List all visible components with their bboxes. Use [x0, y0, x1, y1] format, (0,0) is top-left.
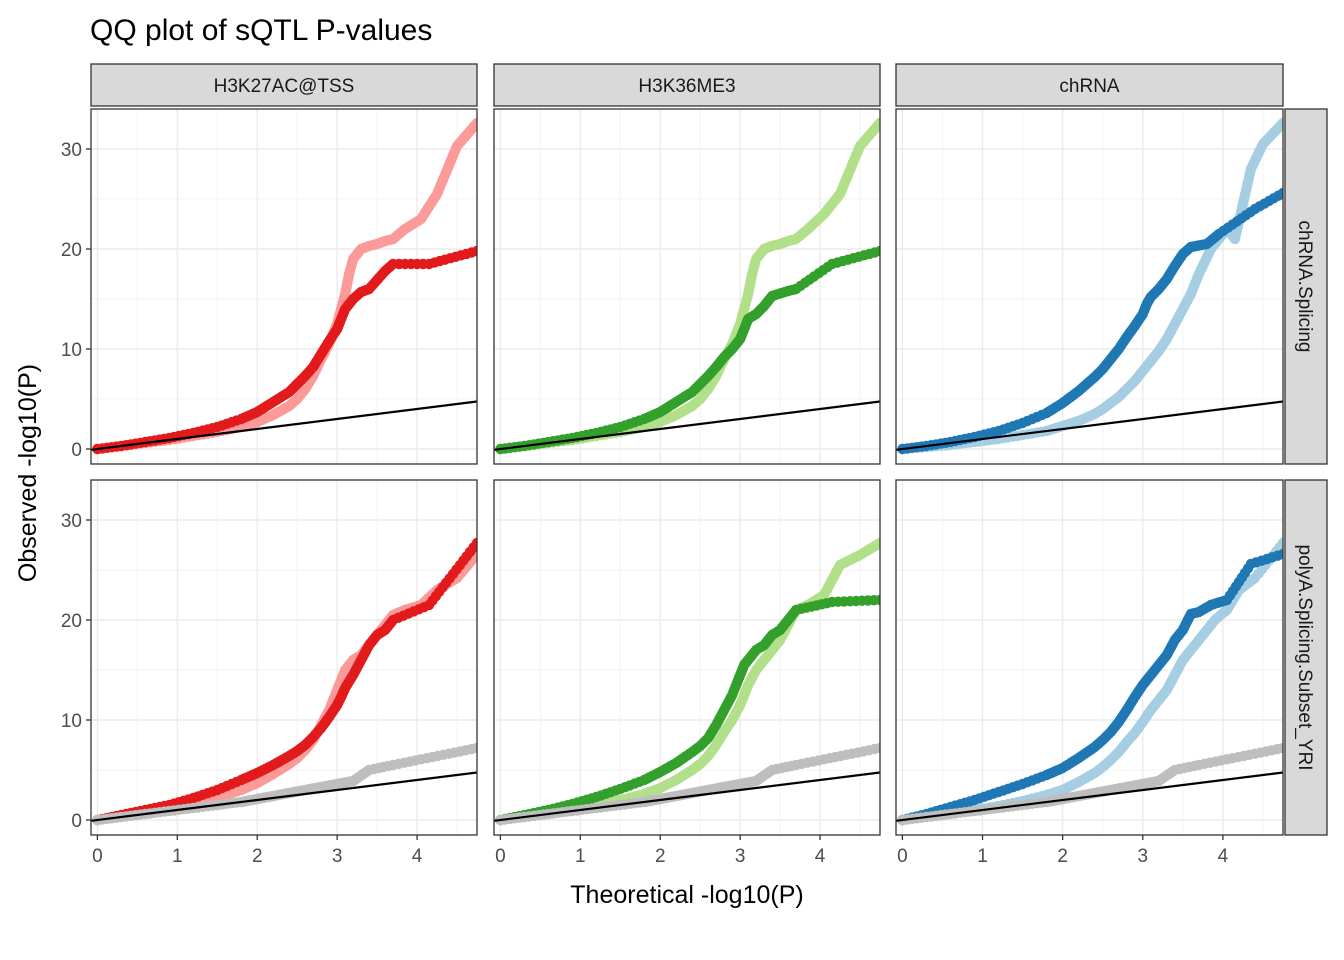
panel-background — [91, 480, 477, 835]
qq-point — [874, 245, 880, 257]
x-axis-title: Theoretical -log10(P) — [570, 881, 803, 909]
series-dark — [92, 245, 477, 455]
y-tick-label: 30 — [61, 140, 82, 161]
y-tick-label: 10 — [61, 711, 82, 732]
panel-border — [493, 479, 881, 836]
qq-point — [1277, 548, 1283, 560]
reference-line — [91, 400, 477, 451]
y-tick-label: 30 — [61, 511, 82, 532]
reference-line — [494, 771, 880, 822]
facet-strip-col-label: H3K27AC@TSS — [214, 76, 355, 97]
facet-strip-col-label: H3K36ME3 — [638, 76, 735, 97]
points-layer — [897, 117, 1283, 455]
x-tick-label: 3 — [735, 846, 746, 867]
x-tick-label: 3 — [332, 846, 343, 867]
x-tick-label: 1 — [575, 846, 586, 867]
facet-panel — [493, 108, 881, 465]
x-tick-label: 0 — [92, 846, 103, 867]
panel-border — [90, 108, 478, 465]
facet-strip-row — [1284, 108, 1328, 465]
x-tick-label: 3 — [1137, 846, 1148, 867]
panel-border — [90, 479, 478, 836]
series-dark — [897, 548, 1283, 826]
reference-line — [494, 400, 880, 451]
points-layer — [897, 537, 1283, 826]
points-layer — [92, 117, 477, 455]
y-tick-label: 0 — [71, 440, 82, 461]
facet-strip-col — [90, 63, 478, 107]
panel-border — [895, 108, 1284, 465]
qq-point — [1277, 117, 1283, 129]
x-tick-label: 2 — [655, 846, 666, 867]
qq-point — [471, 742, 477, 754]
y-tick-label: 10 — [61, 340, 82, 361]
y-tick-label: 20 — [61, 240, 82, 261]
qq-point — [1277, 537, 1283, 549]
y-tick-label: 20 — [61, 611, 82, 632]
facet-strip-col — [895, 63, 1284, 107]
facet-strip-row-label: polyA.Splicing.Subset_YRI — [1294, 544, 1315, 770]
reference-line — [896, 400, 1283, 451]
panel-background — [494, 480, 880, 835]
facet-strip-col-label: chRNA — [1059, 76, 1120, 97]
panel-border — [493, 108, 881, 465]
series-dark — [897, 187, 1283, 455]
facet-strip-row-label: chRNA.Splicing — [1294, 221, 1315, 353]
reference-line — [896, 771, 1283, 822]
series-null — [495, 742, 880, 826]
x-tick-label: 0 — [495, 846, 506, 867]
qq-point — [874, 537, 880, 549]
facet-panel: 0 10 20 30 — [61, 108, 478, 465]
panel-border — [895, 479, 1284, 836]
x-tick-label: 2 — [252, 846, 263, 867]
facet-strip-col — [493, 63, 881, 107]
reference-line — [91, 771, 477, 822]
facet-panels: H3K27AC@TSS H3K36ME3 chRNA chRNA.Splicing po… — [61, 63, 1328, 867]
qq-point — [471, 245, 477, 257]
qq-point — [874, 742, 880, 754]
qq-point — [1277, 187, 1283, 199]
x-tick-label: 4 — [412, 846, 423, 867]
x-tick-label: 2 — [1057, 846, 1068, 867]
x-tick-label: 0 — [897, 846, 908, 867]
chart-title: QQ plot of sQTL P-values — [90, 14, 432, 47]
qq-point — [471, 117, 477, 129]
x-tick-label: 1 — [172, 846, 183, 867]
qq-point — [874, 117, 880, 129]
y-tick-label: 0 — [71, 811, 82, 832]
panel-background — [896, 109, 1283, 464]
qq-point — [874, 594, 880, 606]
qq-point — [471, 537, 477, 549]
x-tick-label: 4 — [1218, 846, 1229, 867]
facet-strip-row — [1284, 479, 1328, 836]
series-dark — [495, 245, 880, 455]
facet-panel: 0 10 20 30 0 1 2 3 4 — [61, 479, 478, 867]
x-tick-label: 4 — [815, 846, 826, 867]
facet-panel — [895, 108, 1284, 465]
points-layer — [495, 117, 880, 455]
facet-panel: 0 1 2 3 4 — [493, 479, 881, 867]
series-dark — [92, 537, 477, 826]
facet-panel: 0 1 2 3 4 — [895, 479, 1284, 867]
qq-point — [1277, 742, 1283, 754]
y-axis-title: Observed -log10(P) — [14, 364, 42, 582]
x-tick-label: 1 — [977, 846, 988, 867]
